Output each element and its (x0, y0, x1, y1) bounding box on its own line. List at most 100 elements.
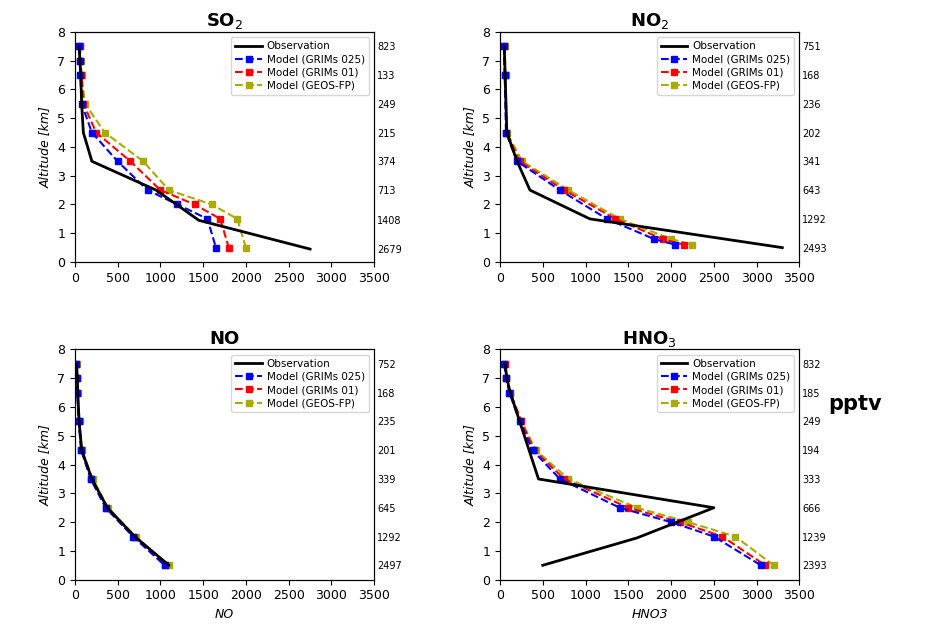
Model (GRIMs 01) (78, 100, 89, 108)
Line: Model (GEOS-FP): Model (GEOS-FP) (502, 361, 777, 568)
Line: Model (GRIMs 01): Model (GRIMs 01) (77, 43, 232, 250)
Model (GRIMs 025) (527, 447, 539, 454)
Model (GRIMs 01) (678, 241, 689, 248)
Model (GRIMs 025) (74, 43, 85, 50)
Model (GEOS-FP) (687, 241, 698, 248)
Line: Model (GEOS-FP): Model (GEOS-FP) (74, 361, 172, 568)
Model (GEOS-FP) (563, 186, 574, 194)
Line: Model (GRIMs 025): Model (GRIMs 025) (501, 361, 764, 568)
Observation (501, 129, 512, 136)
Model (GEOS-FP) (666, 235, 677, 243)
Observation (631, 534, 642, 542)
Model (GRIMs 01) (189, 201, 200, 208)
Model (GRIMs 01) (516, 418, 527, 426)
Model (GEOS-FP) (683, 519, 694, 526)
Line: Model (GEOS-FP): Model (GEOS-FP) (78, 43, 249, 250)
Observation (76, 447, 87, 454)
Observation (505, 389, 516, 396)
Model (GRIMs 025) (755, 561, 767, 569)
Model (GRIMs 01) (499, 71, 511, 79)
Model (GEOS-FP) (164, 186, 175, 194)
Model (GRIMs 01) (75, 57, 86, 64)
Y-axis label: Altitude [km]: Altitude [km] (38, 424, 51, 506)
Model (GRIMs 01) (558, 475, 569, 483)
Model (GRIMs 025) (142, 186, 153, 194)
Observation (777, 244, 788, 252)
Observation (499, 71, 511, 79)
Model (GEOS-FP) (206, 201, 217, 208)
Model (GRIMs 025) (172, 201, 183, 208)
Model (GRIMs 025) (554, 186, 566, 194)
Model (GRIMs 01) (86, 475, 97, 483)
Observation (86, 475, 97, 483)
Model (GRIMs 025) (709, 533, 720, 540)
Model (GRIMs 01) (154, 186, 165, 194)
Model (GEOS-FP) (77, 447, 88, 454)
Model (GEOS-FP) (614, 215, 626, 223)
Model (GRIMs 025) (73, 418, 84, 426)
Model (GRIMs 025) (76, 447, 87, 454)
Model (GRIMs 025) (71, 360, 82, 368)
Model (GRIMs 01) (498, 43, 510, 50)
Title: NO$_2$: NO$_2$ (630, 11, 669, 31)
Observation (129, 533, 140, 540)
Model (GRIMs 01) (499, 360, 511, 368)
Observation (514, 418, 525, 426)
Observation (501, 375, 512, 382)
Model (GEOS-FP) (505, 389, 516, 396)
Model (GRIMs 01) (128, 533, 139, 540)
Model (GRIMs 025) (614, 504, 626, 512)
Model (GEOS-FP) (76, 71, 87, 79)
Line: Observation: Observation (504, 47, 783, 248)
Model (GEOS-FP) (232, 215, 243, 223)
Model (GRIMs 01) (76, 447, 87, 454)
Observation (584, 215, 596, 223)
Observation (194, 217, 205, 224)
Model (GRIMs 01) (501, 129, 512, 136)
Y-axis label: Altitude [km]: Altitude [km] (464, 424, 477, 506)
Line: Model (GRIMs 01): Model (GRIMs 01) (74, 361, 168, 568)
Model (GEOS-FP) (75, 57, 86, 64)
Observation (74, 418, 85, 426)
Model (GEOS-FP) (72, 375, 83, 382)
Model (GRIMs 025) (100, 504, 111, 512)
Model (GEOS-FP) (99, 129, 110, 136)
Title: HNO$_3$: HNO$_3$ (623, 329, 677, 349)
Model (GRIMs 025) (666, 519, 677, 526)
Model (GEOS-FP) (517, 157, 528, 165)
Legend: Observation, Model (GRIMs 025), Model (GRIMs 01), Model (GEOS-FP): Observation, Model (GRIMs 025), Model (G… (656, 37, 794, 95)
Observation (305, 245, 316, 253)
Model (GEOS-FP) (516, 418, 527, 426)
Model (GEOS-FP) (769, 561, 780, 569)
Model (GRIMs 025) (504, 389, 515, 396)
Observation (151, 186, 162, 194)
Model (GRIMs 01) (71, 360, 82, 368)
Observation (78, 129, 89, 136)
Title: NO: NO (209, 330, 239, 348)
Model (GRIMs 01) (558, 186, 569, 194)
Model (GRIMs 01) (124, 157, 136, 165)
Model (GRIMs 025) (85, 475, 96, 483)
Model (GEOS-FP) (563, 475, 574, 483)
Observation (511, 157, 523, 165)
Model (GRIMs 025) (75, 71, 86, 79)
Line: Model (GRIMs 01): Model (GRIMs 01) (502, 361, 768, 568)
Model (GRIMs 01) (674, 519, 685, 526)
Observation (533, 475, 544, 483)
Observation (86, 157, 97, 165)
Observation (75, 71, 86, 79)
Model (GRIMs 025) (499, 71, 511, 79)
Model (GRIMs 01) (501, 375, 512, 382)
Model (GRIMs 01) (610, 215, 621, 223)
Observation (524, 447, 535, 454)
Model (GRIMs 01) (514, 157, 525, 165)
Observation (538, 561, 549, 569)
Line: Model (GEOS-FP): Model (GEOS-FP) (502, 43, 696, 248)
Line: Model (GRIMs 025): Model (GRIMs 025) (77, 43, 219, 250)
Model (GEOS-FP) (501, 375, 512, 382)
Observation (76, 100, 87, 108)
Model (GRIMs 01) (528, 447, 539, 454)
Model (GRIMs 01) (76, 71, 87, 79)
Model (GEOS-FP) (164, 561, 175, 569)
Model (GRIMs 01) (74, 43, 85, 50)
